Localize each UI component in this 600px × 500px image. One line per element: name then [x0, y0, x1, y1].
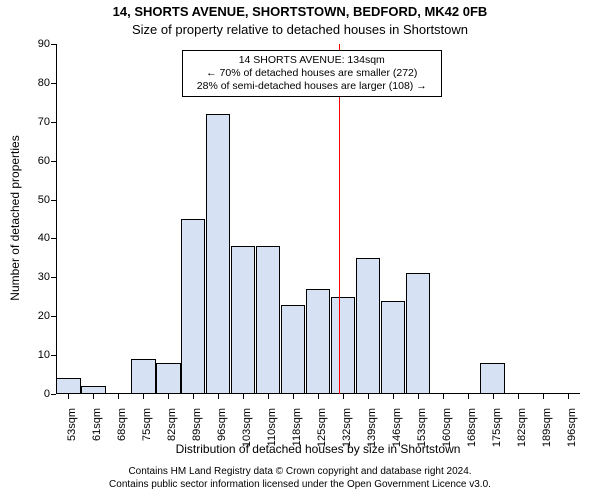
- ytick-label: 20: [28, 310, 50, 322]
- address-title: 14, SHORTS AVENUE, SHORTSTOWN, BEDFORD, …: [0, 4, 600, 19]
- xtick-label: 110sqm: [266, 408, 278, 452]
- ytick-label: 70: [28, 116, 50, 128]
- xtick-mark: [368, 394, 369, 399]
- footer-line-2: Contains public sector information licen…: [0, 479, 600, 492]
- xtick-label: 139sqm: [366, 408, 378, 452]
- ytick-mark: [51, 394, 56, 395]
- histogram-bar: [131, 359, 155, 394]
- annotation-box: 14 SHORTS AVENUE: 134sqm ← 70% of detach…: [182, 50, 442, 97]
- xtick-mark: [118, 394, 119, 399]
- footer-attribution: Contains HM Land Registry data © Crown c…: [0, 466, 600, 491]
- xtick-mark: [168, 394, 169, 399]
- histogram-bar: [56, 378, 80, 394]
- xtick-label: 132sqm: [341, 408, 353, 452]
- ytick-mark: [51, 238, 56, 239]
- xtick-label: 168sqm: [466, 408, 478, 452]
- annotation-line-3: 28% of semi-detached houses are larger (…: [189, 80, 435, 93]
- xtick-mark: [493, 394, 494, 399]
- xtick-label: 175sqm: [491, 408, 503, 452]
- histogram-bar: [206, 114, 230, 394]
- xtick-label: 53sqm: [66, 408, 78, 452]
- xtick-mark: [443, 394, 444, 399]
- xtick-label: 196sqm: [566, 408, 578, 452]
- xtick-mark: [143, 394, 144, 399]
- xtick-label: 61sqm: [91, 408, 103, 452]
- annotation-line-1: 14 SHORTS AVENUE: 134sqm: [189, 54, 435, 67]
- xtick-mark: [68, 394, 69, 399]
- ytick-label: 10: [28, 349, 50, 361]
- footer-line-1: Contains HM Land Registry data © Crown c…: [0, 466, 600, 479]
- annotation-line-2: ← 70% of detached houses are smaller (27…: [189, 67, 435, 80]
- ytick-label: 40: [28, 232, 50, 244]
- histogram-bar: [256, 246, 280, 394]
- xtick-label: 182sqm: [516, 408, 528, 452]
- xtick-label: 75sqm: [141, 408, 153, 452]
- xtick-label: 125sqm: [316, 408, 328, 452]
- ytick-label: 30: [28, 271, 50, 283]
- histogram-bar: [181, 219, 205, 394]
- chart-subtitle: Size of property relative to detached ho…: [0, 22, 600, 37]
- xtick-label: 82sqm: [166, 408, 178, 452]
- ytick-mark: [51, 316, 56, 317]
- xtick-mark: [243, 394, 244, 399]
- xtick-mark: [293, 394, 294, 399]
- xtick-label: 89sqm: [191, 408, 203, 452]
- histogram-bar: [381, 301, 405, 394]
- chart-container: { "titles": { "address": "14, SHORTS AVE…: [0, 0, 600, 500]
- xtick-label: 146sqm: [391, 408, 403, 452]
- ytick-mark: [51, 355, 56, 356]
- ytick-mark: [51, 200, 56, 201]
- histogram-bar: [156, 363, 180, 394]
- xtick-label: 153sqm: [416, 408, 428, 452]
- xtick-mark: [218, 394, 219, 399]
- ytick-mark: [51, 44, 56, 45]
- y-axis-label: Number of detached properties: [8, 133, 22, 303]
- xtick-mark: [518, 394, 519, 399]
- xtick-mark: [393, 394, 394, 399]
- xtick-mark: [318, 394, 319, 399]
- xtick-mark: [193, 394, 194, 399]
- xtick-label: 68sqm: [116, 408, 128, 452]
- xtick-mark: [418, 394, 419, 399]
- histogram-bar: [406, 273, 430, 394]
- histogram-bar: [231, 246, 255, 394]
- ytick-mark: [51, 122, 56, 123]
- histogram-bar: [81, 386, 105, 394]
- ytick-mark: [51, 83, 56, 84]
- histogram-bar: [331, 297, 355, 394]
- xtick-mark: [343, 394, 344, 399]
- ytick-label: 60: [28, 155, 50, 167]
- xtick-label: 96sqm: [216, 408, 228, 452]
- ytick-label: 90: [28, 38, 50, 50]
- xtick-mark: [543, 394, 544, 399]
- xtick-mark: [568, 394, 569, 399]
- ytick-label: 50: [28, 194, 50, 206]
- ytick-label: 0: [28, 388, 50, 400]
- histogram-bar: [281, 305, 305, 394]
- histogram-bar: [306, 289, 330, 394]
- xtick-label: 118sqm: [291, 408, 303, 452]
- histogram-bar: [356, 258, 380, 394]
- ytick-mark: [51, 161, 56, 162]
- xtick-mark: [93, 394, 94, 399]
- xtick-mark: [468, 394, 469, 399]
- xtick-label: 160sqm: [441, 408, 453, 452]
- ytick-mark: [51, 277, 56, 278]
- xtick-mark: [268, 394, 269, 399]
- xtick-label: 189sqm: [541, 408, 553, 452]
- histogram-bar: [480, 363, 504, 394]
- xtick-label: 103sqm: [241, 408, 253, 452]
- ytick-label: 80: [28, 77, 50, 89]
